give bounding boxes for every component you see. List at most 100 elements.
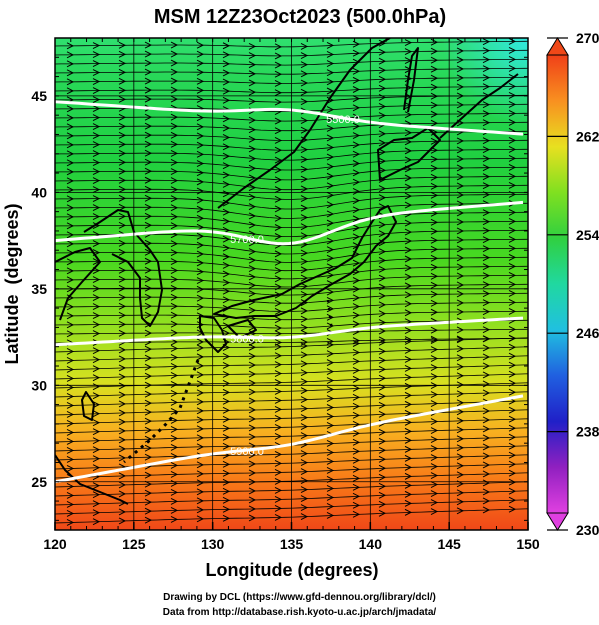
streamline-arrow: [378, 130, 387, 138]
streamline-arrow: [482, 38, 491, 46]
streamline-arrow: [326, 143, 335, 151]
streamline-arrow: [508, 136, 517, 144]
streamline-arrow: [326, 153, 335, 161]
streamline-arrow: [508, 100, 517, 108]
streamline-arrow: [300, 156, 309, 163]
streamline-arrow: [378, 157, 387, 165]
streamline-arrow: [274, 423, 283, 431]
streamline: [55, 310, 528, 321]
streamline-arrow: [404, 481, 413, 489]
streamline-arrow: [144, 50, 153, 58]
streamline-arrow: [144, 131, 153, 139]
streamline-arrow: [274, 250, 283, 258]
streamline-arrow: [92, 365, 101, 373]
streamline-arrow: [118, 122, 127, 130]
streamline-arrow: [300, 307, 309, 315]
streamline-arrow: [430, 427, 439, 435]
streamline-arrow: [92, 518, 101, 526]
streamline-arrow: [222, 171, 231, 179]
streamline-arrow: [378, 185, 387, 193]
streamline-arrow: [196, 232, 205, 240]
streamline-arrow: [404, 174, 413, 182]
streamline-arrow: [222, 96, 231, 104]
streamline-arrow: [170, 95, 179, 103]
streamline-arrow: [170, 86, 179, 94]
streamline: [55, 499, 528, 515]
streamline-arrow: [196, 344, 205, 352]
streamline-arrow: [482, 164, 491, 172]
streamline-arrow: [222, 51, 231, 59]
streamline-arrow: [326, 210, 335, 218]
streamline-arrow: [66, 483, 75, 490]
streamline-arrow: [274, 233, 283, 240]
streamline-arrow: [378, 464, 387, 472]
streamline-arrow: [196, 506, 205, 514]
streamline-arrow: [378, 103, 387, 110]
streamline-arrow: [274, 176, 283, 184]
streamline-arrow: [118, 221, 127, 229]
streamline-arrow: [326, 271, 335, 279]
streamline-arrow: [430, 490, 439, 498]
streamline-arrow: [508, 433, 517, 441]
streamline-arrow: [170, 131, 179, 139]
streamline-arrow: [508, 109, 517, 117]
streamline-arrow: [144, 345, 153, 353]
streamline-arrow: [326, 337, 335, 345]
streamline-arrow: [378, 509, 387, 517]
streamline-arrow: [326, 263, 335, 271]
kyushu-coastline: [199, 315, 227, 353]
streamline-arrow: [118, 311, 127, 319]
streamline-arrow: [118, 481, 127, 489]
streamline-arrow: [274, 405, 283, 413]
streamline-arrow: [118, 364, 127, 372]
streamline-arrow: [248, 433, 257, 441]
streamline-arrow: [508, 289, 517, 297]
streamline-arrow: [118, 346, 127, 354]
streamline-arrow: [222, 370, 231, 378]
streamline-arrow: [196, 497, 205, 505]
streamline-arrow: [430, 209, 439, 217]
streamline-arrow: [170, 302, 179, 310]
streamline-arrow: [66, 510, 75, 517]
streamline-arrow: [456, 399, 465, 407]
x-tick-label: 120: [43, 536, 67, 552]
streamline-arrow: [456, 453, 465, 461]
streamline-arrow: [378, 93, 387, 101]
streamline-arrow: [300, 360, 309, 368]
streamline-arrow: [170, 77, 179, 85]
streamline-arrow: [92, 96, 101, 104]
streamline-arrow: [508, 334, 517, 342]
streamline-arrow: [352, 294, 361, 302]
streamline-arrow: [300, 266, 309, 274]
streamline-arrow: [66, 357, 75, 364]
streamline-arrow: [170, 407, 179, 415]
streamline-arrow: [92, 240, 101, 248]
streamline-arrow: [404, 309, 413, 317]
streamline-arrow: [248, 61, 257, 69]
streamline-arrow: [144, 77, 153, 85]
streamline-arrow: [300, 232, 309, 240]
streamline-arrow: [248, 221, 257, 229]
streamline-arrow: [326, 288, 335, 296]
streamline-arrow: [66, 213, 75, 221]
streamline-arrow: [118, 140, 127, 148]
streamline-arrow: [170, 149, 179, 157]
streamline-arrow: [170, 506, 179, 514]
streamline-arrow: [300, 450, 309, 458]
streamline-arrow: [92, 482, 101, 490]
streamline-arrow: [222, 261, 231, 269]
streamline-arrow: [430, 164, 439, 172]
streamline-arrow: [196, 294, 205, 302]
streamline-arrow: [508, 442, 517, 450]
streamline-arrow: [482, 416, 491, 424]
streamline-arrow: [404, 219, 413, 227]
streamline-arrow: [118, 427, 127, 435]
streamline-arrow: [352, 86, 361, 93]
streamline-arrow: [170, 354, 179, 361]
streamline-arrow: [248, 164, 257, 172]
streamline-arrow: [404, 48, 413, 56]
streamline-arrow: [508, 208, 517, 216]
streamline-arrow: [430, 245, 439, 253]
streamline-arrow: [326, 219, 335, 227]
streamline-arrow: [430, 200, 439, 208]
